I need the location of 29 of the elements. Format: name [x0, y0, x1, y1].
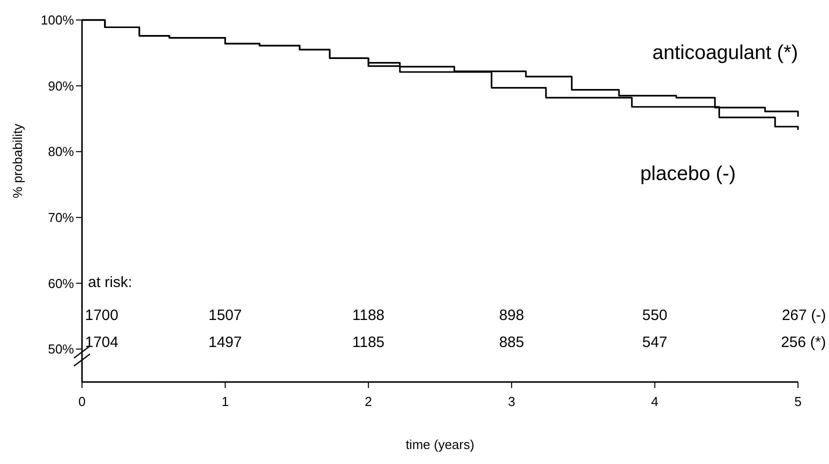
- y-tick-label: 70%: [48, 210, 74, 226]
- annotation: 547: [642, 334, 668, 351]
- annotation: 267 (-): [782, 307, 826, 324]
- y-tick-label: 80%: [48, 144, 74, 160]
- y-tick-label: 60%: [48, 276, 74, 291]
- x-tick-label: 2: [364, 394, 372, 409]
- annotation: at risk:: [88, 274, 132, 291]
- annotation: 898: [499, 307, 524, 324]
- y-tick-label: 50%: [48, 342, 74, 357]
- x-axis-title: time (years): [406, 437, 474, 452]
- x-tick-label: 5: [794, 394, 802, 409]
- y-axis-title: % probability: [10, 123, 25, 198]
- y-tick-label: 100%: [40, 12, 74, 28]
- series-label: anticoagulant (*): [652, 42, 798, 64]
- annotation: 550: [642, 307, 668, 324]
- annotation: 1700: [85, 307, 118, 324]
- x-tick-label: 4: [651, 394, 658, 409]
- annotation: 256 (*): [780, 334, 826, 351]
- x-tick-label: 1: [222, 394, 229, 409]
- annotation: 1704: [85, 334, 118, 351]
- x-tick-label: 3: [508, 394, 516, 409]
- text: placebo (-): [640, 162, 736, 185]
- y-tick-label: 90%: [48, 78, 74, 94]
- annotation: 885: [499, 334, 524, 351]
- annotation: 1188: [352, 307, 385, 324]
- annotation: 1507: [208, 307, 242, 324]
- annotation: 1185: [352, 334, 385, 351]
- x-tick-label: 0: [78, 394, 86, 409]
- annotation: 1497: [208, 334, 242, 351]
